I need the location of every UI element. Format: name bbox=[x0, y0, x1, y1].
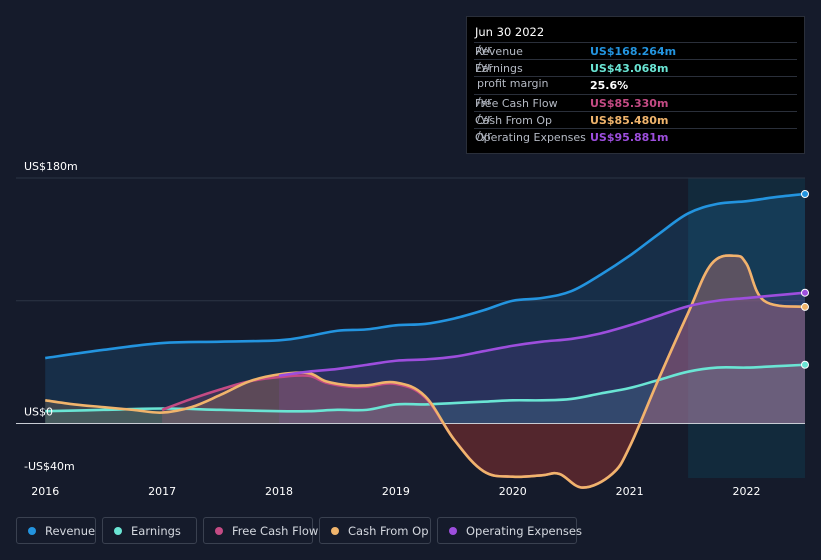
operating-expenses-line bbox=[278, 291, 806, 378]
legend-dot-icon bbox=[28, 527, 36, 535]
legend-dot-icon bbox=[215, 527, 223, 535]
tooltip-row-label: Free Cash Flow bbox=[475, 96, 558, 110]
legend-label: Earnings bbox=[131, 524, 181, 538]
legend-label: Free Cash Flow bbox=[232, 524, 319, 538]
tooltip-row: Operating Expenses US$95.881m/yr bbox=[474, 128, 797, 146]
gridlines bbox=[16, 177, 805, 302]
cash-from-op-area-negative bbox=[45, 423, 805, 488]
x-tick-label: 2020 bbox=[499, 485, 527, 498]
series-lines bbox=[45, 192, 806, 489]
tooltip-row-label: Revenue bbox=[475, 45, 523, 58]
x-tick-label: 2022 bbox=[733, 485, 761, 498]
tooltip-row-value: 25.6% bbox=[590, 79, 629, 93]
tooltip-row: Revenue US$168.264m/yr bbox=[474, 42, 797, 60]
tooltip-row-unit: /yr bbox=[477, 111, 492, 125]
tooltip-row-value: US$168.264m bbox=[590, 45, 677, 58]
earnings-line bbox=[45, 363, 806, 413]
x-tick-label: 2016 bbox=[31, 485, 59, 498]
tooltip-row-unit: /yr bbox=[477, 43, 492, 56]
y-tick-label: -US$40m bbox=[24, 460, 75, 473]
tooltip-row-value: US$95.881m bbox=[590, 131, 669, 144]
revenue-area bbox=[45, 194, 805, 424]
legend-item-free-cash-flow[interactable]: Free Cash Flow bbox=[203, 517, 318, 544]
tooltip-row-label: Operating Expenses bbox=[475, 131, 586, 144]
cash-from-op-endpoint bbox=[801, 302, 809, 311]
tooltip-row: Free Cash Flow US$85.330m/yr bbox=[474, 93, 797, 112]
legend-item-earnings[interactable]: Earnings bbox=[102, 517, 197, 544]
tooltip-row: Earnings US$43.068m/yr bbox=[474, 59, 797, 77]
y-tick-label: US$0 bbox=[24, 406, 53, 419]
legend-dot-icon bbox=[449, 527, 457, 535]
tooltip-row-unit: profit margin bbox=[477, 77, 549, 91]
cash-from-op-line bbox=[45, 254, 806, 489]
axis-labels: US$180m US$0 -US$40m 2016 2017 2018 2019 2020 20… bbox=[24, 160, 761, 498]
legend-dot-icon bbox=[331, 527, 339, 535]
x-tick-label: 2017 bbox=[148, 485, 176, 498]
x-tick-label: 2019 bbox=[382, 485, 410, 498]
tooltip-date: Jun 30 2022 bbox=[475, 25, 545, 39]
tooltip-row-unit: /yr bbox=[477, 129, 492, 142]
legend-label: Revenue bbox=[45, 524, 96, 538]
x-tick-label: 2018 bbox=[265, 485, 293, 498]
earnings-area bbox=[45, 364, 805, 424]
legend-item-revenue[interactable]: Revenue bbox=[16, 517, 96, 544]
tooltip-row-label: Cash From Op bbox=[475, 113, 553, 127]
operating-expenses-endpoint bbox=[801, 288, 809, 297]
tooltip-row: Cash From Op US$85.480m/yr bbox=[474, 110, 797, 129]
series-endpoints bbox=[801, 190, 809, 369]
tooltip-row-unit: /yr bbox=[477, 60, 492, 74]
tooltip-row-value: US$85.480m bbox=[590, 113, 669, 127]
highlight-region bbox=[688, 178, 805, 478]
tooltip-row-value: US$43.068m bbox=[590, 62, 669, 76]
earnings-endpoint bbox=[801, 360, 809, 369]
legend-dot-icon bbox=[114, 527, 122, 535]
legend-label: Operating Expenses bbox=[466, 524, 582, 538]
tooltip-row-label: Earnings bbox=[475, 62, 523, 76]
tooltip-row-value: US$85.330m bbox=[590, 96, 669, 110]
legend-item-cash-from-op[interactable]: Cash From Op bbox=[319, 517, 431, 544]
tooltip-row-unit: /yr bbox=[477, 94, 492, 108]
x-tick-label: 2021 bbox=[616, 485, 644, 498]
revenue-line bbox=[45, 192, 806, 360]
tooltip-row: 25.6% profit margin bbox=[474, 76, 797, 94]
legend-label: Cash From Op bbox=[348, 524, 429, 538]
operating-expenses-area bbox=[279, 292, 805, 424]
revenue-endpoint bbox=[801, 190, 809, 199]
y-tick-label: US$180m bbox=[24, 160, 78, 173]
cash-from-op-area-positive bbox=[45, 255, 805, 424]
legend-item-operating-expenses[interactable]: Operating Expenses bbox=[437, 517, 582, 544]
tooltip-panel: Jun 30 2022 Revenue US$168.264m/yr Earning… bbox=[466, 16, 805, 154]
